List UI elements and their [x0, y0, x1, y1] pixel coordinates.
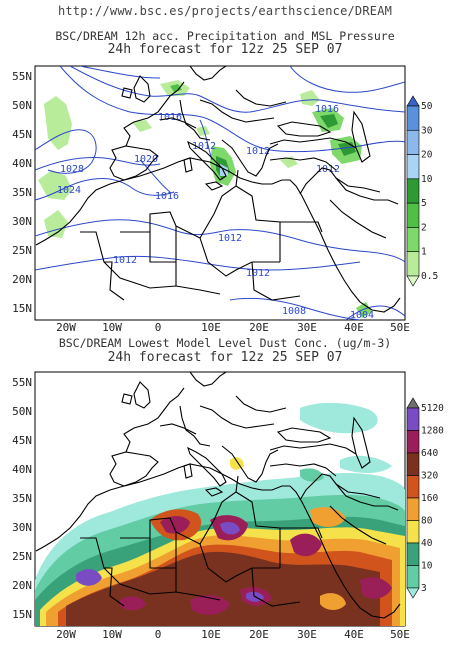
- isobar-label: 1012: [113, 255, 137, 266]
- legend-tick-label: 3: [421, 583, 427, 594]
- isobar-label: 1012: [246, 146, 270, 157]
- legend-swatch: [406, 129, 420, 155]
- legend-tick-label: 5: [421, 198, 427, 209]
- lon-label: 10W: [102, 628, 122, 641]
- legend-swatch: [406, 251, 420, 277]
- legend-tick-label: 10: [421, 174, 433, 185]
- panel1-subtitle: 24h forecast for 12z 25 SEP 07: [107, 42, 343, 57]
- lon-label: 50E: [390, 321, 410, 334]
- lat-label: 50N: [12, 99, 32, 112]
- lat-label: 40N: [12, 463, 32, 476]
- lat-label: 35N: [12, 492, 32, 505]
- legend-swatch: [406, 475, 420, 499]
- lon-label: 10E: [201, 321, 221, 334]
- lat-label: 30N: [12, 521, 32, 534]
- legend-tick-label: 320: [421, 471, 438, 482]
- lat-label: 45N: [12, 434, 32, 447]
- legend-tick-label: 10: [421, 561, 433, 572]
- legend-swatch: [406, 520, 420, 544]
- legend-tick-label: 40: [421, 538, 433, 549]
- isobar-label: 1012: [192, 141, 216, 152]
- legend-tick-label: 5120: [421, 403, 444, 414]
- lon-label: 20E: [249, 321, 269, 334]
- lon-label: 20E: [249, 628, 269, 641]
- axis-labels: 55N 50N 45N 40N 35N 30N 25N 20N 15N 20W …: [12, 70, 410, 641]
- lat-label: 50N: [12, 405, 32, 418]
- legend-tick-label: 160: [421, 493, 438, 504]
- legend-tick-label: 640: [421, 448, 438, 459]
- lon-label: 20W: [56, 628, 76, 641]
- legend-arrow-top: [406, 95, 420, 107]
- legend-tick-label: 50: [421, 101, 433, 112]
- lon-label: 40E: [344, 628, 364, 641]
- legend-arrow-bottom: [406, 275, 420, 287]
- isobar-label: 1012: [246, 268, 270, 279]
- isobar-label: 1024: [57, 185, 81, 196]
- lon-label: 30E: [297, 321, 317, 334]
- lat-label: 20N: [12, 273, 32, 286]
- dust-legend: 5120 1280 640 320 160 80 40 10 3: [406, 397, 444, 599]
- lat-label: 15N: [12, 302, 32, 315]
- legend-tick-label: 80: [421, 516, 433, 527]
- isobar-label: 1004: [350, 310, 374, 321]
- panel2-subtitle: 24h forecast for 12z 25 SEP 07: [107, 350, 343, 365]
- precip-map: 1016 1016 1012 1012 1028 1020 1024 1016 …: [34, 65, 406, 321]
- lon-label: 0: [155, 321, 162, 334]
- legend-tick-label: 20: [421, 150, 433, 161]
- isobar-label: 1012: [218, 233, 242, 244]
- lat-label: 25N: [12, 550, 32, 563]
- lon-label: 40E: [344, 321, 364, 334]
- lon-label: 10E: [201, 628, 221, 641]
- legend-arrow-bottom: [406, 587, 420, 599]
- lon-label: 20W: [56, 321, 76, 334]
- lon-label: 30E: [297, 628, 317, 641]
- legend-swatch: [406, 105, 420, 131]
- legend-swatch: [406, 452, 420, 476]
- source-url: http://www.bsc.es/projects/earthscience/…: [57, 4, 393, 18]
- legend-tick-label: 1280: [421, 426, 444, 437]
- legend-arrow-top: [406, 397, 420, 409]
- panel2-title: BSC/DREAM Lowest Model Level Dust Conc. …: [58, 336, 392, 350]
- isobar-label: 1016: [315, 104, 339, 115]
- legend-swatch: [406, 227, 420, 253]
- legend-tick-label: 2: [421, 222, 427, 233]
- legend-swatch: [406, 542, 420, 566]
- legend-swatch: [406, 154, 420, 180]
- lat-label: 45N: [12, 128, 32, 141]
- precip-legend: 50 30 20 10 5 2 1 0.5: [406, 95, 438, 287]
- lon-label: 0: [155, 628, 162, 641]
- lon-label: 50E: [390, 628, 410, 641]
- lat-label: 20N: [12, 579, 32, 592]
- lat-label: 40N: [12, 157, 32, 170]
- lat-label: 15N: [12, 608, 32, 621]
- legend-tick-label: 1: [421, 247, 427, 258]
- isobar-label: 1028: [60, 164, 84, 175]
- legend-swatch: [406, 202, 420, 228]
- isobar-label: 1016: [155, 191, 179, 202]
- legend-swatch: [406, 430, 420, 454]
- lat-label: 35N: [12, 186, 32, 199]
- legend-swatch: [406, 407, 420, 431]
- lat-label: 55N: [12, 376, 32, 389]
- lon-label: 10W: [102, 321, 122, 334]
- lat-label: 25N: [12, 244, 32, 257]
- legend-tick-label: 0.5: [421, 271, 438, 282]
- legend-swatch: [406, 178, 420, 204]
- dust-map: [34, 371, 406, 627]
- panel1-title: BSC/DREAM 12h acc. Precipitation and MSL…: [55, 29, 395, 43]
- legend-tick-label: 30: [421, 125, 433, 136]
- isobar-label: 1020: [134, 154, 158, 165]
- legend-swatch: [406, 565, 420, 589]
- lat-label: 55N: [12, 70, 32, 83]
- legend-swatch: [406, 497, 420, 521]
- isobar-label: 1008: [282, 306, 306, 317]
- isobar-label: 1016: [158, 112, 182, 123]
- lat-label: 30N: [12, 215, 32, 228]
